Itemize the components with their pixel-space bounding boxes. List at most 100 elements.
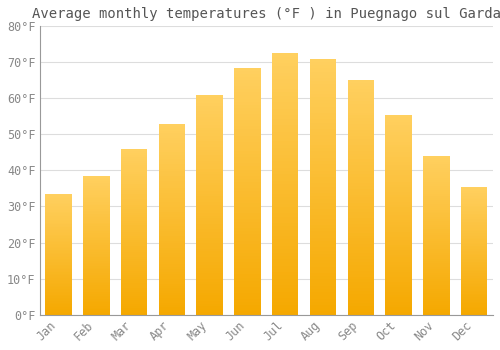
Bar xyxy=(310,267,336,270)
Bar xyxy=(386,164,412,167)
Bar xyxy=(461,271,487,273)
Bar xyxy=(386,310,412,312)
Bar xyxy=(272,177,298,181)
Bar xyxy=(423,214,450,216)
Bar xyxy=(83,275,110,276)
Bar xyxy=(121,174,148,176)
Bar xyxy=(348,177,374,180)
Bar xyxy=(196,95,223,98)
Bar xyxy=(272,148,298,151)
Bar xyxy=(272,282,298,285)
Bar xyxy=(121,259,148,261)
Bar xyxy=(234,173,260,176)
Bar xyxy=(423,245,450,247)
Bar xyxy=(348,139,374,142)
Bar xyxy=(121,151,148,153)
Bar xyxy=(158,236,185,238)
Bar xyxy=(461,217,487,219)
Bar xyxy=(386,149,412,152)
Bar xyxy=(423,156,450,158)
Bar xyxy=(46,234,72,236)
Bar xyxy=(121,163,148,166)
Bar xyxy=(386,247,412,250)
Bar xyxy=(234,151,260,154)
Bar xyxy=(121,172,148,174)
Bar xyxy=(348,250,374,253)
Bar xyxy=(310,295,336,299)
Bar xyxy=(272,96,298,99)
Bar xyxy=(348,233,374,236)
Bar xyxy=(83,184,110,186)
Bar xyxy=(46,200,72,201)
Bar xyxy=(348,80,374,83)
Bar xyxy=(386,300,412,302)
Bar xyxy=(348,294,374,297)
Bar xyxy=(423,164,450,166)
Bar xyxy=(386,195,412,197)
Bar xyxy=(196,229,223,232)
Bar xyxy=(461,233,487,235)
Bar xyxy=(46,206,72,208)
Bar xyxy=(196,293,223,295)
Bar xyxy=(461,201,487,203)
Bar xyxy=(196,282,223,284)
Bar xyxy=(121,230,148,232)
Bar xyxy=(386,182,412,184)
Bar xyxy=(310,225,336,228)
Bar xyxy=(386,137,412,140)
Bar xyxy=(386,157,412,160)
Bar xyxy=(310,81,336,84)
Bar xyxy=(310,148,336,152)
Bar xyxy=(158,205,185,207)
Bar xyxy=(46,262,72,263)
Bar xyxy=(46,278,72,280)
Bar xyxy=(272,70,298,73)
Bar xyxy=(46,221,72,223)
Bar xyxy=(423,190,450,192)
Bar xyxy=(83,202,110,204)
Bar xyxy=(461,188,487,190)
Bar xyxy=(386,285,412,287)
Bar xyxy=(461,294,487,295)
Bar xyxy=(461,265,487,267)
Bar xyxy=(310,145,336,148)
Bar xyxy=(83,301,110,302)
Bar xyxy=(83,276,110,278)
Bar xyxy=(310,97,336,100)
Bar xyxy=(234,312,260,315)
Bar xyxy=(461,209,487,211)
Bar xyxy=(196,183,223,186)
Bar xyxy=(423,211,450,214)
Bar xyxy=(46,229,72,230)
Bar xyxy=(348,221,374,224)
Bar xyxy=(121,221,148,223)
Bar xyxy=(234,234,260,237)
Bar xyxy=(234,108,260,111)
Bar xyxy=(158,198,185,200)
Bar xyxy=(196,158,223,161)
Bar xyxy=(121,286,148,288)
Bar xyxy=(348,238,374,242)
Bar xyxy=(461,211,487,212)
Bar xyxy=(121,153,148,155)
Bar xyxy=(348,180,374,183)
Bar xyxy=(196,251,223,254)
Bar xyxy=(158,178,185,181)
Bar xyxy=(423,166,450,168)
Bar xyxy=(196,248,223,251)
Bar xyxy=(46,201,72,203)
Bar xyxy=(234,74,260,77)
Bar xyxy=(83,200,110,202)
Bar xyxy=(196,188,223,191)
Bar xyxy=(234,271,260,274)
Bar xyxy=(196,235,223,238)
Bar xyxy=(272,122,298,125)
Bar xyxy=(272,223,298,226)
Bar xyxy=(348,276,374,279)
Bar xyxy=(158,190,185,193)
Bar xyxy=(386,219,412,222)
Bar xyxy=(461,203,487,204)
Bar xyxy=(158,295,185,298)
Bar xyxy=(121,273,148,275)
Bar xyxy=(423,158,450,160)
